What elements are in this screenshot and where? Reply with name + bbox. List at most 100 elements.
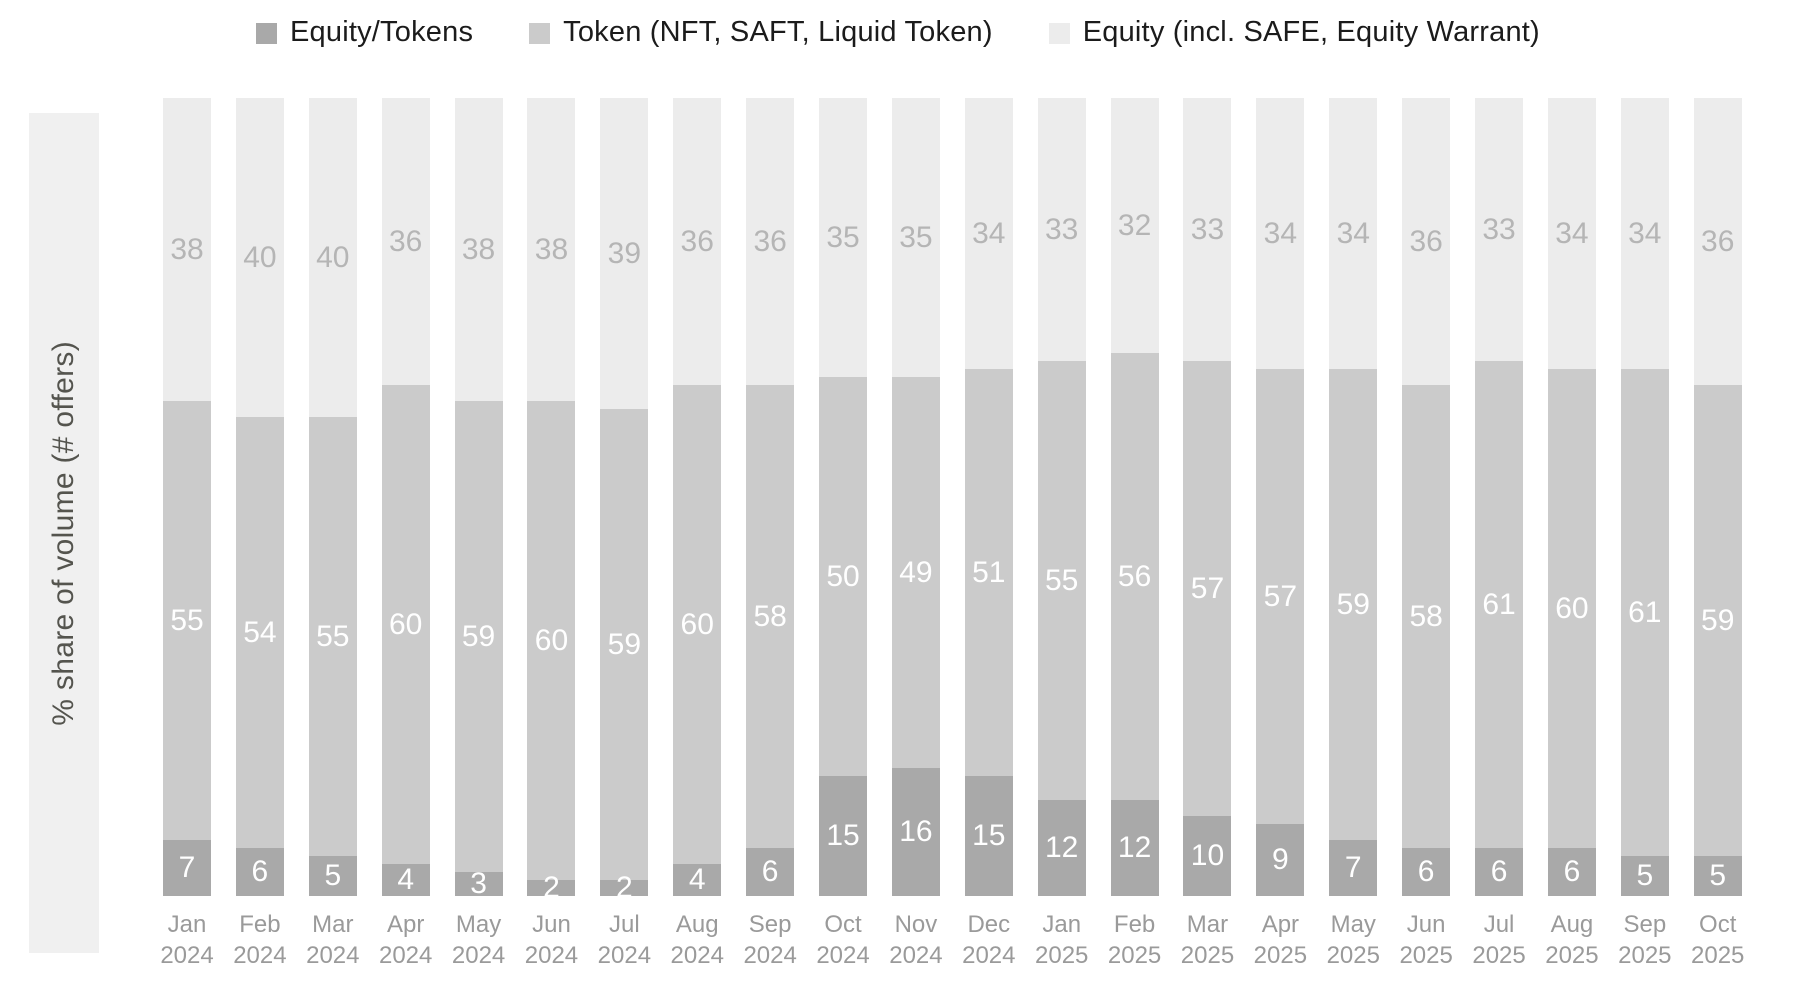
stacked-bar: 33 61 6 xyxy=(1475,98,1524,896)
segment-equity: 36 xyxy=(746,98,795,385)
segment-equity-tokens: 5 xyxy=(1620,856,1669,896)
segment-token-value-label: 59 xyxy=(1336,587,1370,621)
segment-equity-value-label: 34 xyxy=(1263,216,1298,250)
stacked-bar: 38 55 7 xyxy=(163,98,211,896)
stacked-bar: 39 59 2 xyxy=(600,98,649,903)
segment-token-value-label: 60 xyxy=(534,623,569,657)
segment-token: 61 xyxy=(1475,361,1524,848)
segment-equity-value-label: 36 xyxy=(1409,224,1443,258)
x-axis-month: Jul xyxy=(609,911,640,938)
x-axis-month: Aug xyxy=(1550,911,1594,938)
segment-token: 55 xyxy=(163,401,211,840)
segment-token-value-label: 57 xyxy=(1263,579,1298,613)
stacked-bar: 38 60 2 xyxy=(527,98,576,903)
x-axis-month: Jun xyxy=(532,911,571,938)
segment-equity: 35 xyxy=(819,98,868,377)
segment-equity-tokens: 5 xyxy=(1693,856,1742,896)
segment-token: 50 xyxy=(819,377,868,776)
x-axis-month: Mar xyxy=(1186,911,1229,938)
x-axis-year: 2024 xyxy=(524,942,579,969)
bar-column: 36 60 4 Aug 2024 xyxy=(670,98,724,971)
x-axis-month: Jan xyxy=(167,911,207,938)
segment-equity: 38 xyxy=(163,98,211,401)
segment-token: 61 xyxy=(1620,369,1669,856)
segment-equity-value-label: 32 xyxy=(1117,208,1152,242)
segment-equity-tokens: 6 xyxy=(1547,848,1596,896)
stacked-bar: 34 51 15 xyxy=(964,98,1013,896)
segment-equity-tokens-value-label: 7 xyxy=(1344,851,1362,884)
segment-equity-tokens: 12 xyxy=(1110,800,1159,896)
stacked-bar: 34 60 6 xyxy=(1547,98,1596,896)
bar-column: 40 55 5 Mar 2024 xyxy=(306,98,359,971)
stacked-bar: 36 58 6 xyxy=(746,98,795,896)
segment-equity: 34 xyxy=(1547,98,1596,369)
x-axis-month: Feb xyxy=(239,911,281,938)
segment-equity: 32 xyxy=(1110,98,1159,353)
x-axis-label: Dec 2024 xyxy=(962,909,1015,971)
x-axis-label: May 2025 xyxy=(1327,909,1380,971)
bar-column: 33 61 6 Jul 2025 xyxy=(1472,98,1526,971)
segment-token: 51 xyxy=(964,369,1013,776)
segment-equity-tokens-value-label: 5 xyxy=(324,859,342,892)
segment-equity-value-label: 40 xyxy=(316,240,350,274)
segment-equity-tokens: 3 xyxy=(454,869,503,899)
bar-column: 34 57 9 Apr 2025 xyxy=(1253,98,1308,971)
segment-token: 55 xyxy=(308,417,357,856)
stacked-bar: 36 58 6 xyxy=(1402,98,1451,896)
x-axis-month: May xyxy=(1330,911,1376,938)
segment-equity: 33 xyxy=(1037,98,1086,361)
x-axis-year: 2025 xyxy=(1253,942,1308,969)
segment-equity-tokens-value-label: 4 xyxy=(688,863,706,896)
segment-equity-tokens-value-label: 2 xyxy=(616,871,633,904)
segment-equity-tokens: 4 xyxy=(381,864,430,896)
segment-token: 59 xyxy=(1329,369,1378,840)
x-axis-label: Jul 2025 xyxy=(1472,909,1525,971)
bar-column: 34 60 6 Aug 2025 xyxy=(1545,98,1599,971)
legend-item: Equity (incl. SAFE, Equity Warrant) xyxy=(1048,16,1540,49)
segment-equity-value-label: 33 xyxy=(1045,212,1079,246)
segment-equity-tokens: 6 xyxy=(1402,848,1451,896)
x-axis-year: 2024 xyxy=(378,942,433,969)
segment-token: 59 xyxy=(454,401,503,872)
stacked-bar: 36 60 4 xyxy=(673,98,722,896)
segment-equity-value-label: 36 xyxy=(1701,224,1735,258)
stacked-bar: 40 54 6 xyxy=(235,98,284,896)
x-axis-year: 2025 xyxy=(1399,942,1453,969)
x-axis-year: 2024 xyxy=(670,942,724,969)
segment-equity: 35 xyxy=(891,98,940,377)
segment-equity-tokens: 7 xyxy=(1329,840,1378,896)
x-axis-label: Sep 2024 xyxy=(743,909,796,971)
segment-equity-value-label: 33 xyxy=(1190,212,1225,246)
segment-token-value-label: 55 xyxy=(316,619,350,653)
x-axis-label: Jan 2025 xyxy=(1035,909,1088,971)
x-axis-label: Feb 2024 xyxy=(233,909,286,971)
segment-token: 56 xyxy=(1110,353,1159,800)
legend: Equity/Tokens Token (NFT, SAFT, Liquid T… xyxy=(256,16,1540,49)
legend-swatch-icon xyxy=(529,23,551,44)
x-axis-month: Jul xyxy=(1483,911,1515,938)
segment-equity: 34 xyxy=(1256,98,1305,369)
segment-equity-tokens: 9 xyxy=(1256,824,1305,896)
segment-token-value-label: 61 xyxy=(1482,587,1516,621)
x-axis-year: 2025 xyxy=(1326,942,1380,969)
segment-equity-tokens-value-label: 6 xyxy=(251,855,269,888)
x-axis-month: May xyxy=(455,911,502,938)
segment-equity-tokens-value-label: 16 xyxy=(899,815,933,848)
segment-equity-tokens: 12 xyxy=(1037,800,1086,896)
bar-column: 33 55 12 Jan 2025 xyxy=(1035,98,1088,971)
x-axis-label: Apr 2024 xyxy=(379,909,432,971)
segment-token-value-label: 58 xyxy=(753,599,787,633)
stacked-bar: 33 57 10 xyxy=(1183,98,1232,896)
bar-column: 33 57 10 Mar 2025 xyxy=(1181,98,1234,971)
segment-equity-tokens: 2 xyxy=(600,873,649,903)
segment-equity-value-label: 34 xyxy=(972,216,1006,250)
segment-equity-tokens-value-label: 6 xyxy=(1490,855,1508,888)
segment-token: 49 xyxy=(891,377,940,768)
segment-token: 54 xyxy=(235,417,284,848)
segment-equity-value-label: 36 xyxy=(753,224,787,258)
segment-equity-tokens-value-label: 12 xyxy=(1117,831,1152,864)
segment-equity: 34 xyxy=(1329,98,1378,369)
segment-token-value-label: 51 xyxy=(972,555,1006,589)
bar-column: 35 50 15 Oct 2024 xyxy=(816,98,870,971)
segment-token-value-label: 60 xyxy=(1555,591,1589,625)
